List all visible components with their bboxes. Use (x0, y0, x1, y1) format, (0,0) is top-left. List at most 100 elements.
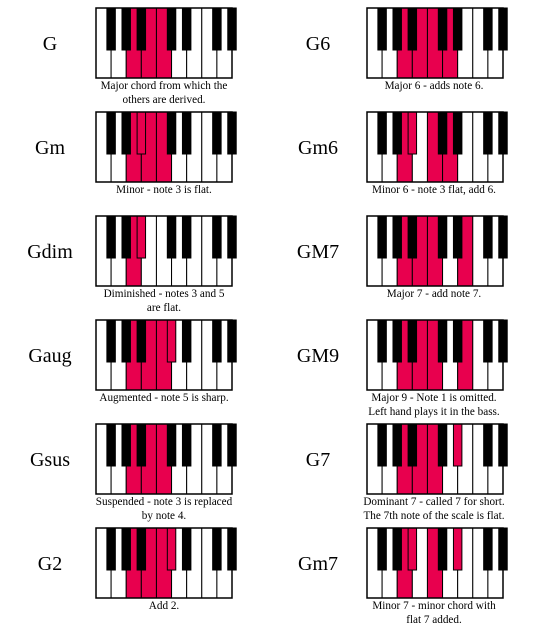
black-key (437, 527, 448, 571)
chord-description: Add 2. (148, 600, 180, 612)
black-key (121, 527, 131, 571)
chord-description: Major 6 - adds note 6. (384, 80, 484, 92)
piano-keyboard (95, 111, 237, 183)
black-key (407, 319, 418, 363)
chord-name: G2 (37, 553, 63, 575)
keyboard-graphic (95, 111, 237, 183)
black-key (437, 215, 448, 259)
piano-keyboard (366, 423, 508, 495)
black-key (392, 527, 402, 571)
chord-description: Augmented - note 5 is sharp. (99, 392, 229, 404)
chord-card-G7: G7 Dominant 7 - called 7 for short. The … (268, 416, 536, 522)
chord-description: Minor 6 - note 3 flat, add 6. (372, 184, 496, 196)
black-key (407, 423, 418, 467)
black-key (452, 527, 463, 571)
black-key (136, 423, 147, 467)
black-key (483, 423, 493, 467)
black-key (377, 215, 387, 259)
chord-card-Gm6: Gm6 Minor 6 - note 3 flat, add 6. (268, 104, 536, 208)
keyboard-frame (366, 319, 504, 391)
keyboard-frame (95, 423, 233, 495)
black-key (106, 319, 116, 363)
black-key (106, 111, 116, 155)
black-key (407, 527, 418, 571)
black-key (377, 7, 387, 51)
piano-keyboard (95, 7, 237, 79)
chord-name: Gsus (29, 449, 70, 471)
black-key (121, 423, 131, 467)
chord-card-Gaug: Gaug Augmented - note 5 is sharp. (0, 312, 268, 416)
black-key (392, 423, 402, 467)
piano-keyboard (366, 215, 508, 287)
chord-name: Gm (35, 137, 65, 159)
black-key (392, 7, 402, 51)
black-key (181, 423, 192, 467)
keyboard-graphic (366, 423, 508, 495)
black-key (437, 7, 448, 51)
keyboard-graphic (95, 319, 237, 391)
black-key (483, 111, 493, 155)
chord-name: G (42, 33, 58, 55)
chord-card-GM9: GM9 Major 9 - Note 1 is omitted. Left ha… (268, 312, 536, 418)
keyboard-graphic (366, 111, 508, 183)
black-key (166, 423, 177, 467)
chord-card-G2: G2 Add 2. (0, 520, 268, 624)
black-key (407, 7, 418, 51)
black-key (181, 319, 192, 363)
black-key (483, 215, 493, 259)
black-key (121, 7, 131, 51)
chord-description: Suspended - note 3 is replaced by note 4… (95, 496, 233, 522)
chord-description: Major 9 - Note 1 is omitted. Left hand p… (368, 392, 500, 418)
chord-name: G6 (305, 33, 331, 55)
keyboard-frame (366, 215, 504, 287)
black-key (392, 319, 402, 363)
black-key (392, 111, 402, 155)
keyboard-graphic (366, 7, 508, 79)
keyboard-frame (366, 423, 504, 495)
chord-name: Gdim (27, 241, 73, 263)
black-key (452, 423, 463, 467)
black-key (136, 215, 147, 259)
black-key (452, 319, 463, 363)
keyboard-frame (95, 215, 233, 287)
chord-card-Gdim: Gdim Diminished - notes 3 and 5 are flat… (0, 208, 268, 314)
black-key (212, 423, 222, 467)
black-key (136, 7, 147, 51)
black-key (106, 423, 116, 467)
keyboard-graphic (95, 527, 237, 599)
black-key (106, 7, 116, 51)
black-key (181, 7, 192, 51)
black-key (166, 7, 177, 51)
black-key (483, 319, 493, 363)
piano-keyboard (95, 319, 237, 391)
black-key (212, 319, 222, 363)
chord-name: Gm6 (298, 137, 338, 159)
black-key (136, 319, 147, 363)
chord-name: Gm7 (298, 553, 338, 575)
black-key (212, 527, 222, 571)
keyboard-frame (95, 111, 233, 183)
chord-card-G: G Major chord from which the others are … (0, 0, 268, 106)
chord-card-Gm: Gm Minor - note 3 is flat. (0, 104, 268, 208)
chord-card-Gsus: Gsus Suspended - note 3 is replaced by n… (0, 416, 268, 522)
keyboard-graphic (366, 527, 508, 599)
black-key (392, 215, 402, 259)
black-key (166, 319, 177, 363)
black-key (452, 7, 463, 51)
black-key (121, 319, 131, 363)
black-key (121, 111, 131, 155)
keyboard-graphic (366, 319, 508, 391)
keyboard-frame (366, 111, 504, 183)
piano-keyboard (95, 527, 237, 599)
chord-description: Major 7 - add note 7. (386, 288, 482, 300)
piano-keyboard (366, 111, 508, 183)
chord-description: Major chord from which the others are de… (100, 80, 228, 106)
keyboard-frame (95, 7, 233, 79)
black-key (106, 527, 116, 571)
chord-description: Minor - note 3 is flat. (116, 184, 212, 196)
chord-card-G6: G6 Major 6 - adds note 6. (268, 0, 536, 104)
keyboard-graphic (95, 7, 237, 79)
piano-keyboard (366, 319, 508, 391)
black-key (437, 111, 448, 155)
